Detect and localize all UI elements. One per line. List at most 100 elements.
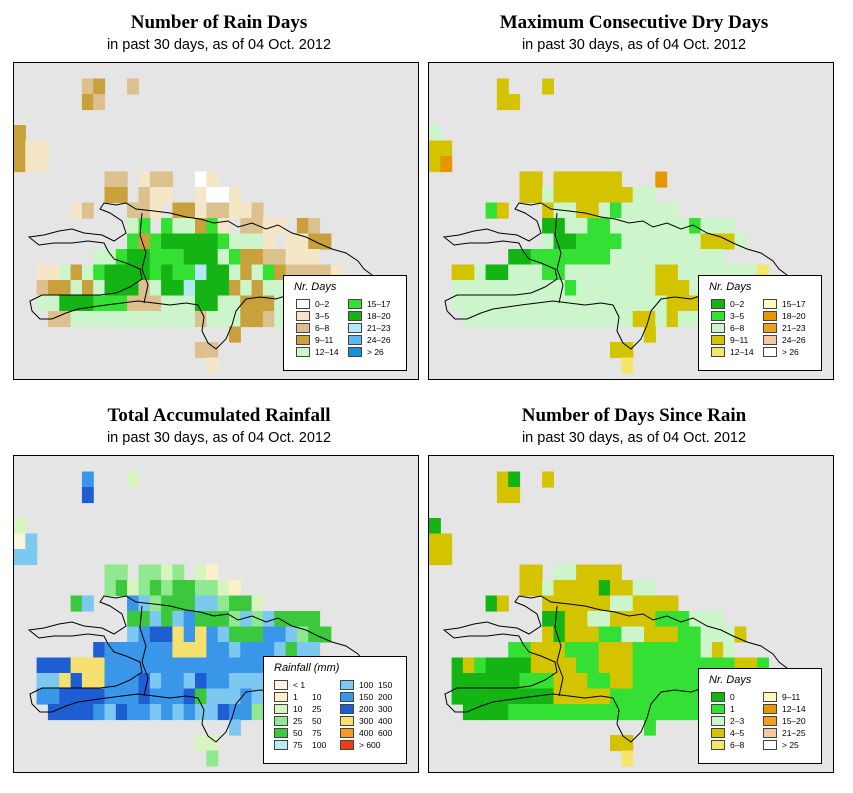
map-grid-cell	[296, 218, 309, 235]
map-grid-cell	[115, 580, 128, 597]
map-grid-cell	[229, 249, 241, 266]
map-grid-cell	[644, 642, 656, 659]
map-grid-cell	[542, 580, 554, 597]
map-grid-cell	[104, 673, 117, 690]
map-grid-cell	[530, 673, 543, 690]
map-grid-cell	[621, 642, 634, 659]
map-grid-cell	[262, 642, 275, 659]
map-grid-cell	[542, 688, 554, 705]
legend-label: 4–5	[730, 728, 745, 738]
map-grid-cell	[93, 78, 106, 95]
map-grid-cell	[655, 218, 668, 235]
legend-swatch	[763, 740, 777, 750]
map-grid-cell	[689, 642, 702, 659]
map-grid-cell	[206, 218, 219, 235]
map-grid-cell	[285, 233, 298, 250]
map-grid-cell	[587, 611, 600, 628]
legend-rainfall: Rainfall (mm) < 1 1 10 10 25 25 50 50 75 75 1…	[263, 656, 407, 764]
map-grid-cell	[711, 626, 724, 643]
map-grid-cell	[149, 264, 162, 281]
map-grid-cell	[240, 264, 253, 281]
map-grid-cell	[632, 657, 645, 674]
legend-label: 12–14	[782, 704, 806, 714]
map-grid-cell	[666, 595, 679, 612]
map-grid-cell	[70, 673, 83, 690]
map-grid-cell	[610, 564, 622, 581]
map-grid-cell	[700, 611, 713, 628]
map-grid-cell	[81, 280, 94, 297]
legend-label: 3–5	[315, 311, 330, 321]
map-grid-cell	[598, 626, 611, 643]
legend-swatch	[763, 323, 777, 333]
map-grid-cell	[229, 595, 241, 612]
map-grid-cell	[274, 626, 287, 643]
map-grid-cell	[274, 311, 287, 328]
map-grid-cell	[115, 187, 128, 204]
map-grid-cell	[610, 595, 622, 612]
legend-swatch	[296, 347, 310, 357]
map-grid-cell	[519, 580, 532, 597]
map-grid-cell	[229, 611, 241, 628]
map-grid-cell	[621, 580, 634, 597]
map-grid-cell	[217, 595, 230, 612]
map-grid-cell	[172, 233, 185, 250]
map-grid-cell	[496, 673, 509, 690]
map-grid-cell	[149, 233, 162, 250]
map-grid-cell	[542, 657, 554, 674]
map-grid-cell	[93, 94, 106, 111]
map-grid-cell	[240, 202, 253, 219]
map-grid-cell	[576, 595, 588, 612]
map-grid-cell	[576, 280, 588, 297]
map-grid-cell	[296, 611, 309, 628]
map-grid-cell	[711, 642, 724, 659]
map-grid-cell	[115, 311, 128, 328]
map-grid-cell	[217, 626, 230, 643]
map-grid-cell	[81, 78, 94, 95]
map-grid-cell	[240, 595, 253, 612]
map-grid-cell	[240, 249, 253, 266]
map-grid-cell	[598, 264, 611, 281]
map-grid-cell	[229, 187, 241, 204]
map-grid-cell	[93, 673, 106, 690]
map-grid-cell	[496, 78, 509, 95]
map-grid-cell	[172, 249, 185, 266]
map-grid-cell	[576, 673, 588, 690]
map-grid-cell	[240, 673, 253, 690]
map-grid-cell	[47, 673, 60, 690]
legend-rain-days: Nr. Days 0–2 3–5 6–8 9–11 12–14 15–17 18…	[283, 275, 407, 371]
map-grid-cell	[610, 249, 622, 266]
legend-swatch	[274, 704, 288, 714]
map-grid-cell	[564, 280, 577, 297]
map-grid-cell	[161, 595, 173, 612]
map-grid-cell	[206, 626, 219, 643]
map-grid-cell	[530, 295, 543, 312]
legend-label-upper: 50	[312, 716, 322, 726]
map-grid-cell	[81, 94, 94, 111]
map-grid-cell	[621, 595, 634, 612]
map-grid-cell	[542, 233, 554, 250]
map-grid-cell	[93, 688, 106, 705]
map-grid-cell	[183, 264, 196, 281]
map-grid-cell	[206, 704, 219, 721]
map-grid-cell	[70, 311, 83, 328]
map-grid-cell	[598, 564, 611, 581]
map-grid-cell	[576, 264, 588, 281]
map-grid-cell	[161, 611, 173, 628]
map-grid-cell	[587, 264, 600, 281]
legend-label: 24–26	[367, 335, 391, 345]
map-grid-cell	[519, 642, 532, 659]
map-grid-cell	[296, 233, 309, 250]
map-grid-cell	[229, 280, 241, 297]
map-grid-cell	[485, 264, 498, 281]
map-grid-cell	[206, 249, 219, 266]
map-grid-cell	[542, 595, 554, 612]
map-grid-cell	[104, 280, 117, 297]
map-grid-cell	[723, 642, 736, 659]
legend-swatch	[340, 704, 354, 714]
map-grid-cell	[598, 657, 611, 674]
map-grid-cell	[655, 704, 668, 721]
map-grid-cell	[530, 280, 543, 297]
border-line	[139, 212, 149, 304]
map-grid-cell	[172, 704, 185, 721]
map-grid-cell	[519, 249, 532, 266]
